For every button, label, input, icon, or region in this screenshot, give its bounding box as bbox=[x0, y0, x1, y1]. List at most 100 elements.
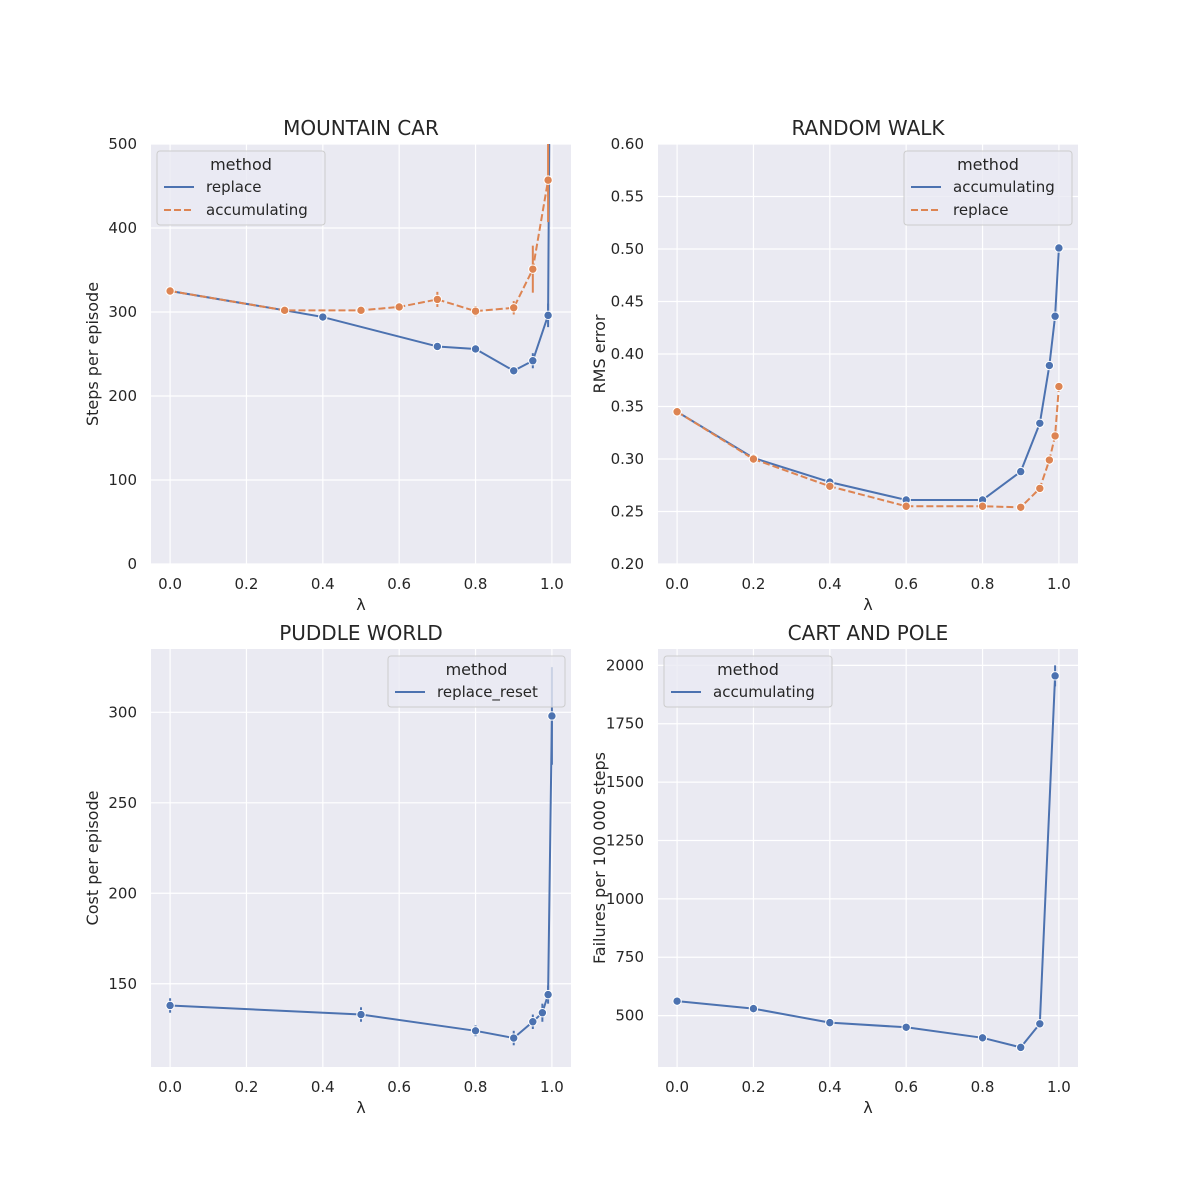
x-tick-label: 1.0 bbox=[540, 575, 564, 593]
data-point bbox=[528, 1017, 538, 1027]
data-point bbox=[470, 1026, 481, 1036]
data-point bbox=[1035, 1019, 1045, 1029]
y-tick-label: 1750 bbox=[606, 715, 644, 733]
y-tick-label: 0.40 bbox=[611, 345, 644, 363]
data-point bbox=[1050, 431, 1060, 441]
y-tick-label: 300 bbox=[108, 703, 137, 721]
y-tick-label: 0 bbox=[127, 555, 137, 573]
legend-entry-accumulating: accumulating bbox=[713, 683, 815, 701]
series-layer bbox=[165, 144, 553, 376]
y-tick-label: 200 bbox=[108, 884, 137, 902]
data-point bbox=[318, 312, 328, 322]
y-tick-label: 0.50 bbox=[611, 240, 644, 258]
x-tick-label: 0.4 bbox=[311, 575, 335, 593]
legend-entry-replace: replace bbox=[206, 178, 261, 196]
y-tick-label: 100 bbox=[108, 471, 137, 489]
chart-panel-1: 0.0 0.2 0.4 0.6 0.8 1.0 0.20 0.25 0.30 0.35 0.40 0.… bbox=[590, 116, 1078, 614]
y-tick-label: 150 bbox=[108, 975, 137, 993]
data-point bbox=[547, 711, 557, 721]
chart-title: MOUNTAIN CAR bbox=[283, 116, 439, 140]
y-tick-label: 0.30 bbox=[611, 450, 644, 468]
data-point bbox=[977, 1033, 988, 1043]
data-point bbox=[528, 356, 538, 366]
y-tick-label: 300 bbox=[108, 303, 137, 321]
x-tick-label: 0.6 bbox=[894, 1078, 918, 1096]
data-point bbox=[1035, 483, 1045, 494]
data-point bbox=[1054, 381, 1064, 392]
data-point bbox=[1044, 360, 1055, 371]
y-tick-label: 500 bbox=[615, 1007, 644, 1025]
legend-frame bbox=[387, 655, 566, 708]
y-tick-label: 0.35 bbox=[611, 398, 644, 416]
x-tick-label: 0.4 bbox=[818, 1078, 842, 1096]
legend-title: method bbox=[446, 660, 508, 679]
x-tick-label: 1.0 bbox=[540, 1078, 564, 1096]
x-axis-label: λ bbox=[863, 595, 872, 614]
legend: method replace accumulating bbox=[156, 150, 326, 226]
x-tick-label: 0.2 bbox=[742, 1078, 766, 1096]
data-point bbox=[543, 175, 553, 185]
plot-area bbox=[658, 649, 1078, 1067]
data-point bbox=[672, 407, 682, 417]
x-tick-label: 1.0 bbox=[1047, 575, 1071, 593]
legend: method accumulating bbox=[663, 655, 833, 708]
legend: method accumulating replace bbox=[903, 150, 1073, 226]
x-axis-label: λ bbox=[356, 1098, 365, 1117]
x-axis-label: λ bbox=[356, 595, 365, 614]
data-point bbox=[394, 302, 404, 312]
legend-frame bbox=[903, 150, 1073, 226]
legend-frame bbox=[156, 150, 326, 226]
data-point bbox=[432, 341, 443, 352]
y-tick-label: 400 bbox=[108, 219, 137, 237]
series-layer bbox=[672, 243, 1064, 512]
x-tick-label: 1.0 bbox=[1047, 1078, 1071, 1096]
data-point bbox=[1035, 418, 1045, 428]
data-point bbox=[470, 306, 481, 316]
x-tick-label: 0.0 bbox=[665, 575, 689, 593]
y-tick-label: 750 bbox=[615, 948, 644, 966]
data-point bbox=[1054, 243, 1064, 253]
data-point bbox=[1050, 671, 1060, 681]
legend-entry-replace_reset: replace_reset bbox=[437, 683, 538, 702]
data-point bbox=[1050, 311, 1060, 321]
chart-title: CART AND POLE bbox=[788, 621, 949, 645]
legend-title: method bbox=[717, 660, 779, 679]
y-tick-label: 2000 bbox=[606, 656, 644, 674]
data-point bbox=[1016, 1042, 1026, 1053]
x-tick-label: 0.2 bbox=[235, 1078, 259, 1096]
x-tick-label: 0.2 bbox=[235, 575, 259, 593]
x-tick-label: 0.4 bbox=[818, 575, 842, 593]
y-tick-label: 0.55 bbox=[611, 188, 644, 206]
series-layer bbox=[672, 665, 1060, 1053]
data-point bbox=[509, 1033, 519, 1043]
y-tick-label: 0.25 bbox=[611, 503, 644, 521]
x-tick-label: 0.6 bbox=[387, 575, 411, 593]
x-axis-label: λ bbox=[863, 1098, 872, 1117]
legend-title: method bbox=[210, 155, 272, 174]
data-point bbox=[543, 989, 553, 1000]
data-point bbox=[825, 481, 835, 491]
chart-panel-3: 0.0 0.2 0.4 0.6 0.8 1.0 500 750 1000 1250 1500 1750… bbox=[590, 621, 1078, 1117]
legend-frame bbox=[663, 655, 833, 708]
x-tick-label: 0.2 bbox=[742, 575, 766, 593]
x-tick-label: 0.8 bbox=[464, 575, 488, 593]
data-point bbox=[1016, 466, 1026, 477]
data-point bbox=[356, 1009, 366, 1020]
chart-panel-0: 0.0 0.2 0.4 0.6 0.8 1.0 0 100 200 300 400 500 MOUNTA… bbox=[83, 116, 571, 614]
data-point bbox=[509, 303, 519, 313]
data-point bbox=[1044, 455, 1055, 465]
series-line-accumulating bbox=[676, 675, 1057, 1049]
x-tick-label: 0.8 bbox=[464, 1078, 488, 1096]
y-tick-label: 200 bbox=[108, 387, 137, 405]
data-point bbox=[528, 264, 538, 274]
chart-title: PUDDLE WORLD bbox=[279, 621, 443, 645]
data-point bbox=[748, 454, 759, 464]
x-tick-label: 0.8 bbox=[971, 1078, 995, 1096]
legend-entry-accumulating: accumulating bbox=[953, 178, 1055, 196]
y-tick-label: 1500 bbox=[606, 773, 644, 791]
data-point bbox=[470, 344, 481, 354]
y-tick-label: 0.45 bbox=[611, 293, 644, 311]
data-point bbox=[901, 1022, 911, 1033]
legend-entry-replace: replace bbox=[953, 201, 1008, 219]
